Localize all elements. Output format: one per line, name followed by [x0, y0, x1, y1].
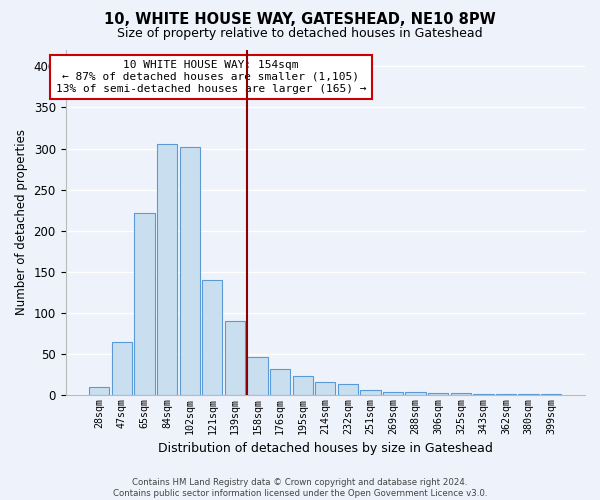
Bar	[157, 144, 177, 395]
Bar	[179, 147, 200, 395]
Text: 10 WHITE HOUSE WAY: 154sqm
← 87% of detached houses are smaller (1,105)
13% of s: 10 WHITE HOUSE WAY: 154sqm ← 87% of deta…	[56, 60, 366, 94]
Bar	[293, 376, 313, 395]
Text: 10, WHITE HOUSE WAY, GATESHEAD, NE10 8PW: 10, WHITE HOUSE WAY, GATESHEAD, NE10 8PW	[104, 12, 496, 28]
Bar	[270, 370, 290, 395]
Bar	[89, 386, 109, 395]
Y-axis label: Number of detached properties: Number of detached properties	[15, 130, 28, 316]
Bar	[360, 390, 380, 395]
Bar	[518, 394, 539, 395]
Bar	[134, 212, 155, 395]
Bar	[112, 342, 132, 395]
Bar	[315, 382, 335, 395]
Bar	[225, 321, 245, 395]
Bar	[338, 384, 358, 395]
Bar	[451, 393, 471, 395]
Text: Contains HM Land Registry data © Crown copyright and database right 2024.
Contai: Contains HM Land Registry data © Crown c…	[113, 478, 487, 498]
Bar	[406, 392, 426, 395]
Bar	[383, 392, 403, 395]
Bar	[473, 394, 494, 395]
Bar	[247, 357, 268, 395]
Bar	[541, 394, 562, 395]
Bar	[202, 280, 223, 395]
Bar	[496, 394, 516, 395]
X-axis label: Distribution of detached houses by size in Gateshead: Distribution of detached houses by size …	[158, 442, 493, 455]
Text: Size of property relative to detached houses in Gateshead: Size of property relative to detached ho…	[117, 28, 483, 40]
Bar	[428, 393, 448, 395]
